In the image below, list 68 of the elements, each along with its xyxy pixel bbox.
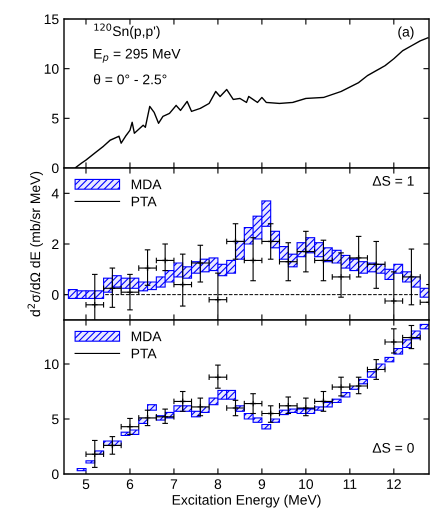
point bbox=[267, 238, 274, 245]
point bbox=[179, 398, 186, 405]
y-tick-label: 5 bbox=[52, 414, 59, 424]
x-tick-label: 6 bbox=[126, 479, 134, 490]
point bbox=[108, 284, 116, 292]
point bbox=[372, 260, 380, 268]
point bbox=[408, 334, 415, 342]
point bbox=[355, 382, 362, 390]
point bbox=[284, 258, 292, 266]
legend-label: MDA bbox=[132, 180, 162, 190]
point bbox=[91, 450, 98, 458]
y-tick-label: 0 bbox=[52, 163, 59, 174]
point bbox=[390, 338, 398, 346]
x-tick-label: 8 bbox=[214, 479, 222, 490]
point bbox=[390, 298, 398, 304]
point bbox=[144, 414, 152, 422]
annotation: $^{120}$Sn(p,p') bbox=[94, 23, 160, 39]
point bbox=[355, 254, 362, 262]
y-tick-label: 5 bbox=[52, 114, 59, 124]
y-tick-label: 15 bbox=[44, 14, 59, 24]
annotation: (a) bbox=[398, 26, 414, 40]
point bbox=[250, 400, 257, 408]
y-tick-label: 10 bbox=[44, 64, 59, 74]
point bbox=[214, 374, 222, 381]
x-tick-label: 11 bbox=[344, 479, 356, 489]
point bbox=[162, 413, 169, 420]
x-tick-label: 7 bbox=[170, 479, 178, 489]
point bbox=[267, 410, 274, 417]
x-tick-label: 12 bbox=[387, 479, 401, 489]
y-tick-label: 0 bbox=[52, 469, 59, 480]
annotation: ΔS = 0 bbox=[372, 442, 414, 453]
point bbox=[408, 273, 415, 280]
point bbox=[214, 296, 222, 304]
y-tick-label: 4 bbox=[52, 188, 59, 198]
point bbox=[372, 366, 380, 373]
y-tick-label: 2 bbox=[52, 239, 58, 250]
x-tick-label: 5 bbox=[82, 479, 90, 490]
point bbox=[284, 402, 292, 410]
point bbox=[232, 404, 239, 412]
bar bbox=[76, 468, 87, 472]
annotation: E$_{p}$ = 295 MeV bbox=[94, 48, 181, 63]
point bbox=[232, 238, 239, 245]
legend-label: PTA bbox=[132, 196, 157, 206]
point bbox=[320, 256, 327, 264]
x-tick-label: 9 bbox=[258, 479, 266, 490]
point bbox=[179, 281, 186, 288]
point bbox=[91, 301, 98, 308]
point bbox=[126, 288, 134, 296]
point bbox=[126, 423, 134, 430]
legend-label: PTA bbox=[132, 348, 157, 358]
point bbox=[162, 256, 169, 264]
point bbox=[338, 384, 345, 391]
point bbox=[338, 273, 345, 280]
point bbox=[320, 398, 327, 405]
annotation: θ = 0° - 2.5° bbox=[94, 74, 166, 84]
y-axis-title: d$^{2}$σ/dΩ dE (mb/sr MeV) bbox=[28, 172, 43, 316]
point bbox=[302, 248, 310, 256]
point bbox=[302, 404, 310, 412]
point bbox=[144, 264, 152, 272]
point bbox=[196, 260, 204, 266]
bar bbox=[147, 404, 157, 411]
y-tick-label: 10 bbox=[44, 359, 59, 370]
x-tick-label: 10 bbox=[299, 479, 314, 490]
point bbox=[250, 256, 257, 264]
legend-label: MDA bbox=[132, 332, 162, 342]
x-axis-title: Excitation Energy (MeV) bbox=[172, 494, 321, 508]
y-tick-label: 0 bbox=[52, 290, 59, 300]
annotation: ΔS = 1 bbox=[372, 176, 414, 186]
